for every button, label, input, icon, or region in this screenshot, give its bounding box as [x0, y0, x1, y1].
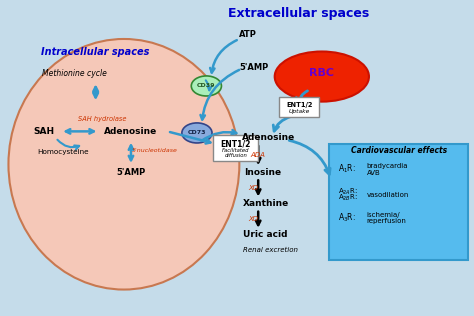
Text: XO: XO — [249, 185, 259, 191]
Text: Intracellular spaces: Intracellular spaces — [41, 46, 150, 57]
Text: ATP: ATP — [239, 30, 257, 39]
Text: Adenosine: Adenosine — [104, 127, 157, 136]
Text: AVB: AVB — [366, 170, 380, 176]
Text: Homocysteine: Homocysteine — [37, 149, 89, 155]
Text: A$_3$R:: A$_3$R: — [338, 211, 356, 224]
Text: Uptake: Uptake — [289, 109, 310, 114]
Text: ENT1/2: ENT1/2 — [286, 101, 313, 107]
Text: A$_{2B}$R:: A$_{2B}$R: — [338, 193, 358, 203]
Text: Methionine cycle: Methionine cycle — [42, 69, 107, 78]
Text: XO: XO — [249, 216, 259, 222]
Text: reperfusion: reperfusion — [366, 218, 407, 224]
Text: Uric acid: Uric acid — [243, 230, 287, 239]
Text: A$_{2A}$R:: A$_{2A}$R: — [338, 186, 358, 197]
Text: SAH: SAH — [33, 127, 55, 136]
Ellipse shape — [275, 52, 369, 102]
Text: Renal excretion: Renal excretion — [243, 247, 298, 253]
Circle shape — [182, 123, 212, 143]
Text: CD73: CD73 — [188, 131, 206, 136]
Text: RBC: RBC — [310, 69, 334, 78]
Text: ADA: ADA — [250, 152, 265, 158]
Text: Cardiovascular effects: Cardiovascular effects — [351, 146, 447, 155]
Text: 5'AMP: 5'AMP — [239, 63, 269, 72]
Text: bradycardia: bradycardia — [366, 163, 408, 169]
Text: A$_1$R:: A$_1$R: — [338, 163, 356, 175]
Ellipse shape — [9, 39, 239, 289]
Text: Extracellular spaces: Extracellular spaces — [228, 7, 369, 21]
Text: CD39: CD39 — [197, 83, 216, 88]
Text: 5'AMP: 5'AMP — [116, 167, 146, 177]
Text: ischemia/: ischemia/ — [366, 212, 400, 218]
Text: Facilitated
diffusion: Facilitated diffusion — [222, 148, 250, 158]
Text: ENT1/2: ENT1/2 — [220, 139, 251, 148]
Text: vasodilation: vasodilation — [366, 192, 409, 198]
Text: Adenosine: Adenosine — [242, 133, 295, 142]
Text: SAH hydrolase: SAH hydrolase — [79, 116, 127, 122]
Text: Inosine: Inosine — [244, 167, 281, 177]
FancyBboxPatch shape — [279, 97, 319, 117]
Circle shape — [191, 76, 221, 96]
FancyBboxPatch shape — [329, 144, 468, 260]
Text: 5'nucleotidase: 5'nucleotidase — [132, 148, 177, 153]
FancyBboxPatch shape — [213, 135, 258, 161]
Text: Xanthine: Xanthine — [243, 199, 289, 208]
